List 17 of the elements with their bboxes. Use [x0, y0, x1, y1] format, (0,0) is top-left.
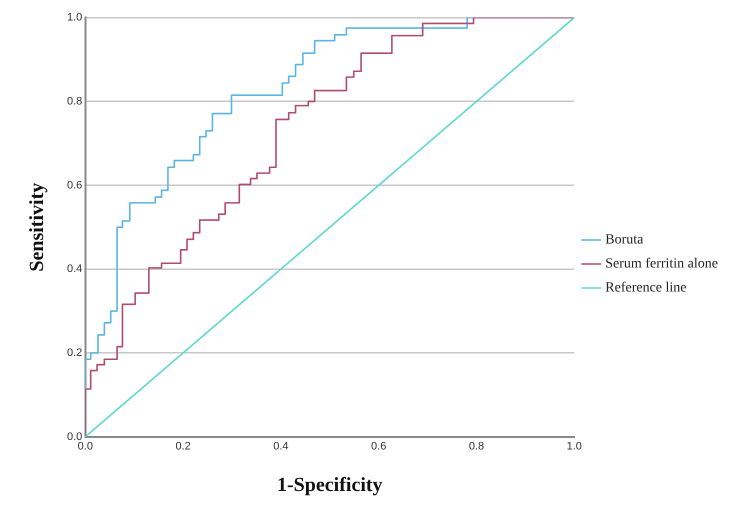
- legend-label: Boruta: [605, 232, 644, 248]
- y-tick-label: 0.8: [66, 95, 82, 108]
- x-axis-title: 1-Specificity: [277, 474, 383, 496]
- x-tick-label: 0.4: [273, 440, 289, 452]
- x-tick-label: 0.8: [468, 440, 484, 452]
- legend-label: Serum ferritin alone: [605, 256, 718, 272]
- legend-label: Reference line: [605, 280, 686, 296]
- y-tick-label: 1.0: [66, 12, 82, 24]
- x-tick-label: 0.2: [175, 440, 191, 452]
- y-tick-label: 0.6: [66, 179, 82, 192]
- x-tick-label: 1.0: [566, 440, 582, 452]
- y-tick-label: 0.4: [66, 263, 82, 276]
- y-tick-label: 0.2: [66, 346, 82, 359]
- x-tick-label: 0.0: [78, 440, 93, 452]
- x-tick-label: 0.6: [371, 440, 386, 452]
- y-tick-label: 0.0: [66, 430, 82, 443]
- y-axis-title: Sensitivity: [26, 182, 48, 272]
